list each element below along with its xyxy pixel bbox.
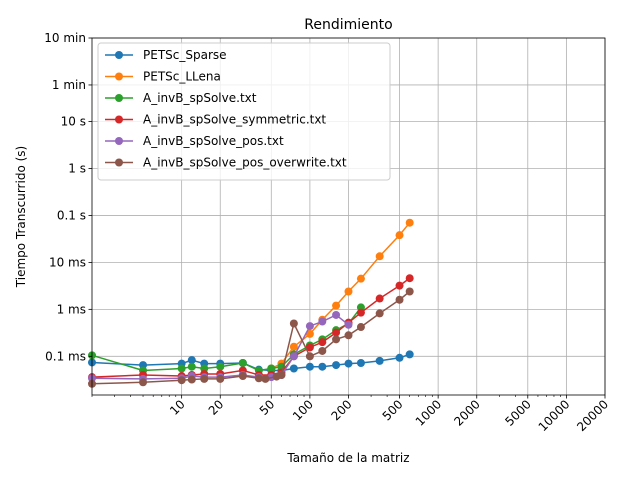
legend-swatch-marker [115, 137, 123, 145]
data-point [200, 374, 209, 383]
data-point [289, 352, 298, 361]
data-point [305, 322, 314, 331]
y-tick-label: 1 s [68, 161, 86, 175]
data-point [356, 323, 365, 332]
data-point [200, 364, 209, 373]
data-point [216, 362, 225, 371]
data-point [305, 329, 314, 338]
data-point [289, 364, 298, 373]
y-tick-label: 0.1 ms [45, 349, 86, 363]
data-point [344, 331, 353, 340]
legend-label: A_invB_spSolve_pos_overwrite.txt [143, 156, 347, 170]
data-point [375, 294, 384, 303]
data-point [177, 364, 186, 373]
data-point [395, 231, 404, 240]
data-point [187, 356, 196, 365]
data-point [332, 310, 341, 319]
data-point [177, 376, 186, 385]
data-point [405, 350, 414, 359]
series-layer [88, 218, 414, 388]
legend-label: A_invB_spSolve.txt [143, 91, 257, 105]
data-point [318, 338, 327, 347]
legend-item: PETSc_Sparse [105, 48, 227, 62]
data-point [344, 359, 353, 368]
legend-item: A_invB_spSolve_pos_overwrite.txt [105, 156, 347, 170]
data-point [238, 372, 247, 381]
data-point [305, 362, 314, 371]
data-point [318, 317, 327, 326]
y-tick-label: 10 min [44, 31, 86, 45]
data-point [187, 362, 196, 371]
data-point [344, 287, 353, 296]
legend-swatch-marker [115, 158, 123, 167]
data-point [332, 335, 341, 344]
data-point [267, 364, 276, 373]
data-point [375, 252, 384, 261]
data-point [139, 378, 148, 387]
data-point [318, 346, 327, 355]
data-point [405, 218, 414, 227]
y-tick-label: 10 ms [49, 255, 86, 269]
legend-swatch-marker [115, 51, 123, 59]
y-axis-title: Tiempo Transcurrido (s) [14, 146, 28, 288]
data-point [405, 287, 414, 296]
data-point [395, 353, 404, 362]
data-point [395, 295, 404, 304]
data-point [356, 359, 365, 368]
legend-box [97, 42, 391, 181]
legend-label: PETSc_LLena [143, 70, 221, 84]
legend-item: PETSc_LLena [105, 70, 221, 84]
y-tick-label: 1 min [52, 78, 86, 92]
data-point [261, 374, 270, 383]
data-point [375, 309, 384, 318]
data-point [216, 374, 225, 383]
data-point [332, 361, 341, 370]
legend-label: A_invB_spSolve_symmetric.txt [143, 113, 326, 127]
legend-label: PETSc_Sparse [143, 48, 227, 62]
data-point [277, 370, 286, 379]
legend-swatch-marker [115, 115, 123, 124]
data-point [289, 342, 298, 351]
legend-item: A_invB_spSolve_pos.txt [105, 134, 284, 148]
data-point [395, 281, 404, 290]
data-point [238, 359, 247, 368]
data-point [305, 352, 314, 361]
legend-label: A_invB_spSolve_pos.txt [143, 134, 284, 148]
data-point [332, 301, 341, 310]
chart-title: Rendimiento [304, 17, 392, 33]
data-point [254, 374, 263, 383]
legend-item: A_invB_spSolve.txt [105, 91, 257, 105]
data-point [375, 356, 384, 365]
y-tick-label: 1 ms [57, 302, 86, 316]
data-point [187, 375, 196, 384]
legend: PETSc_Sparse PETSc_LLena A_invB_spSolve.tx… [97, 42, 391, 181]
data-point [344, 320, 353, 329]
legend-swatch-marker [115, 72, 123, 81]
x-axis-title: Tamaño de la matriz [286, 451, 409, 465]
data-point [305, 343, 314, 352]
legend-item: A_invB_spSolve_symmetric.txt [105, 113, 326, 127]
data-point [289, 319, 298, 328]
y-tick-label: 0.1 s [57, 208, 86, 222]
data-point [318, 362, 327, 371]
data-point [356, 274, 365, 283]
y-tick-label: 10 s [61, 115, 86, 129]
data-point [356, 308, 365, 317]
data-point [332, 328, 341, 337]
data-point [405, 274, 414, 283]
legend-swatch-marker [115, 94, 123, 102]
series-line [91, 306, 362, 372]
